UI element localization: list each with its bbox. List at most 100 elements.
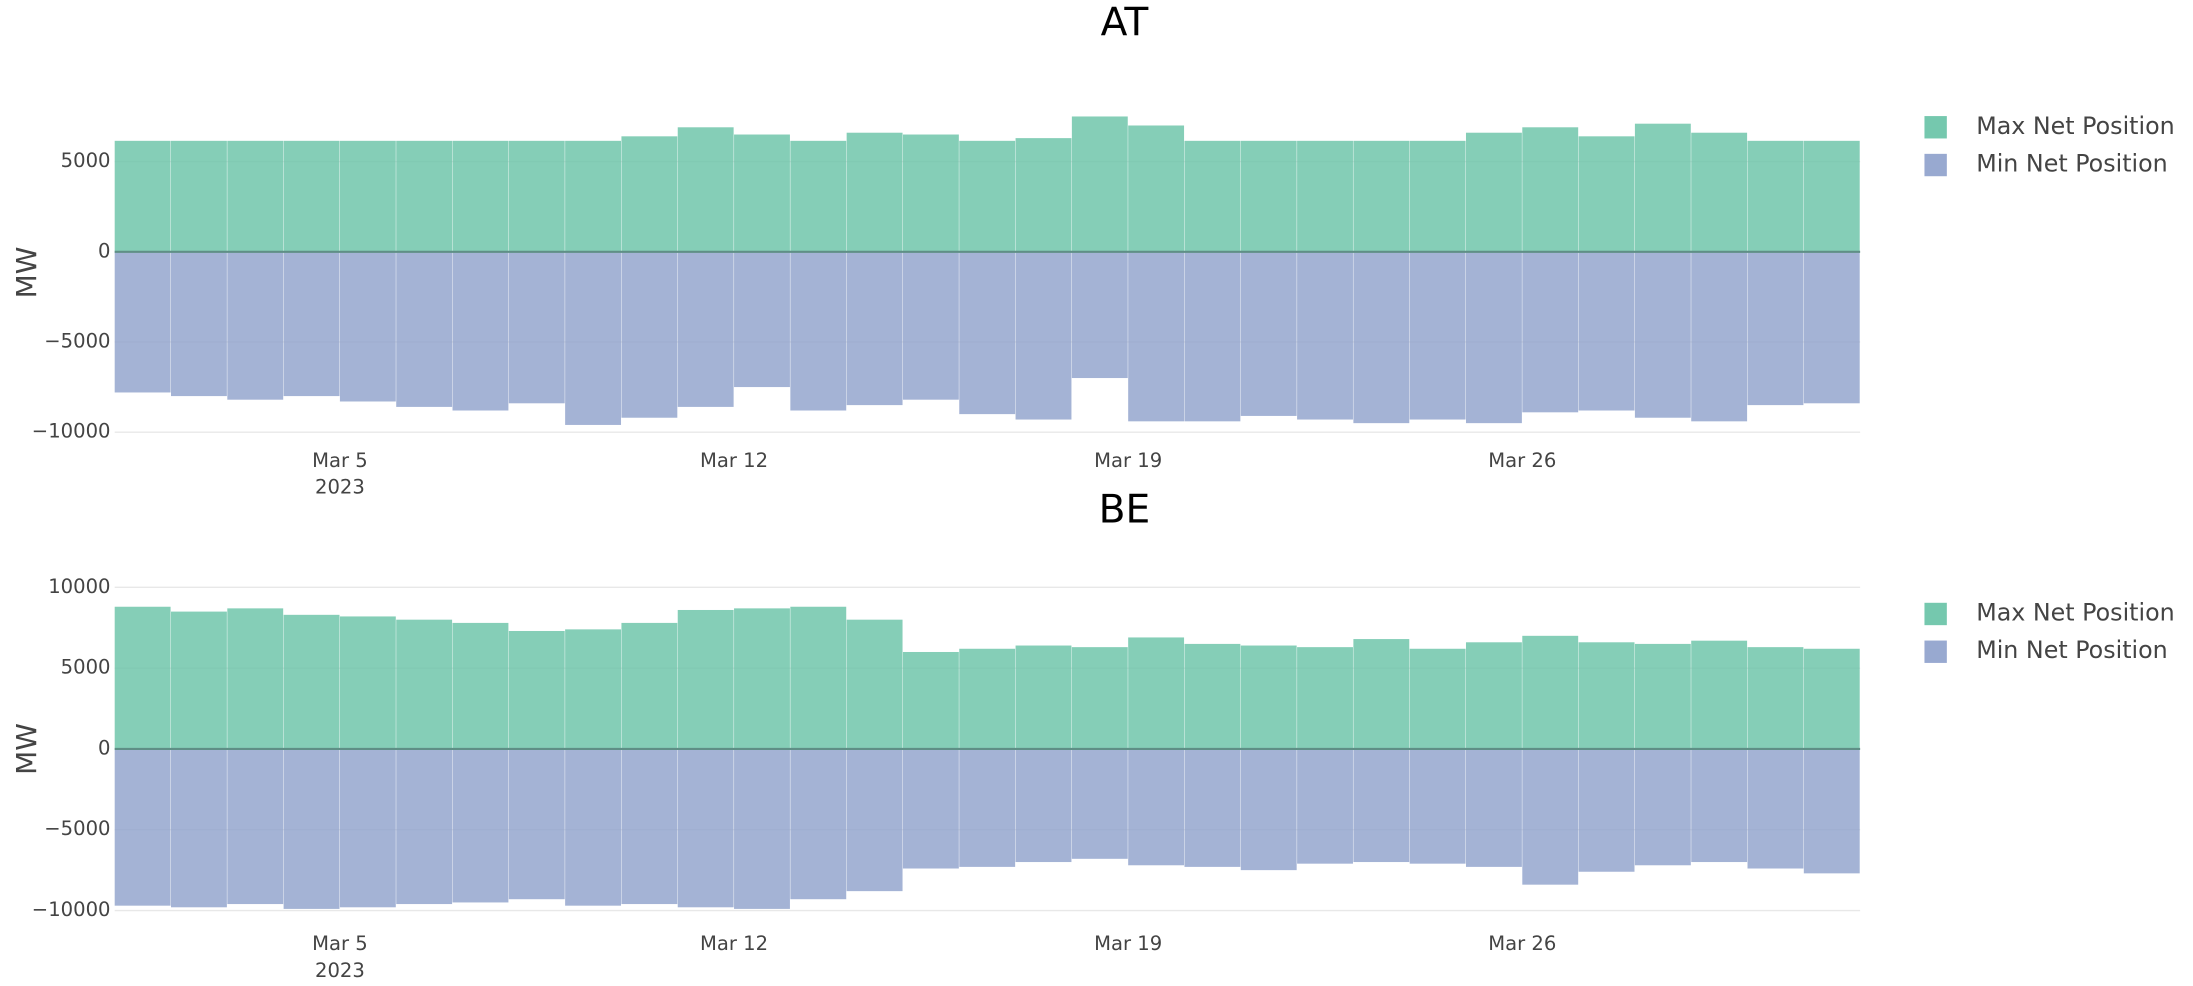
- x-tick-label: Mar 5: [312, 449, 368, 472]
- bar: [1634, 643, 1691, 749]
- legend-swatch: [1924, 602, 1947, 626]
- bar: [677, 251, 734, 407]
- bar: [508, 748, 565, 900]
- bar: [902, 134, 959, 252]
- bar: [1465, 132, 1522, 252]
- bar: [1803, 251, 1860, 404]
- bar: [1240, 140, 1297, 252]
- x-year-label: 2023: [315, 959, 365, 982]
- bar: [1409, 648, 1466, 749]
- bar: [1465, 251, 1522, 424]
- bar: [1634, 748, 1691, 866]
- bar: [1240, 251, 1297, 416]
- bar: [1747, 748, 1804, 869]
- bar: [846, 619, 903, 749]
- bar: [339, 251, 396, 402]
- bar: [565, 748, 622, 906]
- legend-label: Max Net Position: [1976, 112, 2175, 140]
- bar: [114, 748, 171, 906]
- legend-label: Min Net Position: [1976, 636, 2168, 664]
- bar: [227, 251, 284, 400]
- bar: [1803, 648, 1860, 749]
- x-year-label: 2023: [315, 476, 365, 499]
- bar: [1691, 251, 1748, 422]
- bar: [452, 748, 509, 903]
- legend-swatch: [1924, 640, 1947, 663]
- bar: [396, 619, 453, 749]
- y-tick-label: 10000: [48, 575, 110, 598]
- bar: [790, 748, 847, 900]
- y-axis-label: MW: [10, 723, 43, 775]
- bar: [565, 629, 622, 749]
- bar: [508, 251, 565, 404]
- bar: [283, 251, 340, 397]
- bar: [790, 251, 847, 411]
- bar: [1015, 645, 1072, 749]
- bar: [1522, 251, 1579, 413]
- bar: [1015, 251, 1072, 420]
- bar: [283, 614, 340, 749]
- bar: [677, 127, 734, 252]
- bar: [1353, 748, 1410, 863]
- bar: [1578, 748, 1635, 872]
- bar: [1747, 140, 1804, 252]
- y-tick-label: 5000: [61, 656, 111, 679]
- bar: [396, 140, 453, 252]
- bar: [1803, 140, 1860, 252]
- bar: [1465, 748, 1522, 867]
- bar: [565, 140, 622, 252]
- bar: [902, 251, 959, 400]
- bar: [1071, 647, 1128, 749]
- bar: [959, 140, 1016, 252]
- bar: [677, 748, 734, 908]
- bar: [339, 748, 396, 908]
- bar: [1522, 748, 1579, 885]
- bar: [1578, 642, 1635, 749]
- bar: [508, 630, 565, 749]
- bar: [734, 251, 790, 388]
- bar: [790, 606, 847, 749]
- bar: [1071, 116, 1128, 252]
- bar: [283, 140, 340, 252]
- bar: [959, 648, 1016, 749]
- bar: [1071, 748, 1128, 859]
- bar: [1240, 748, 1297, 871]
- bar: [902, 651, 959, 749]
- bar: [1184, 140, 1241, 252]
- bar: [1184, 251, 1241, 422]
- bar: [227, 140, 284, 252]
- y-tick-label: 0: [98, 736, 110, 759]
- x-tick-label: Mar 12: [700, 932, 768, 955]
- bar: [1184, 748, 1241, 867]
- legend-swatch: [1924, 153, 1947, 177]
- bar: [1747, 251, 1804, 406]
- bar: [170, 140, 227, 252]
- bar: [1465, 642, 1522, 749]
- bar: [1297, 748, 1353, 864]
- x-tick-label: Mar 26: [1488, 932, 1556, 955]
- bar: [565, 251, 622, 425]
- bar: [1353, 639, 1410, 749]
- bar: [1128, 637, 1185, 749]
- bar: [1409, 140, 1466, 252]
- bar: [902, 748, 959, 869]
- bar: [114, 606, 171, 749]
- bar: [734, 134, 790, 252]
- bar: [114, 251, 171, 393]
- bar: [170, 251, 227, 397]
- bar: [846, 251, 903, 406]
- bar: [1353, 251, 1410, 424]
- bar: [1634, 251, 1691, 418]
- bar: [114, 140, 171, 252]
- bar: [1297, 647, 1353, 749]
- bar: [621, 748, 678, 905]
- bar: [1015, 748, 1072, 863]
- bar: [621, 136, 678, 252]
- y-axis-label: MW: [10, 247, 43, 299]
- y-tick-label: −5000: [44, 817, 110, 840]
- y-tick-label: 5000: [61, 149, 111, 172]
- chart-title: BE: [1099, 487, 1151, 532]
- bar: [1691, 640, 1748, 749]
